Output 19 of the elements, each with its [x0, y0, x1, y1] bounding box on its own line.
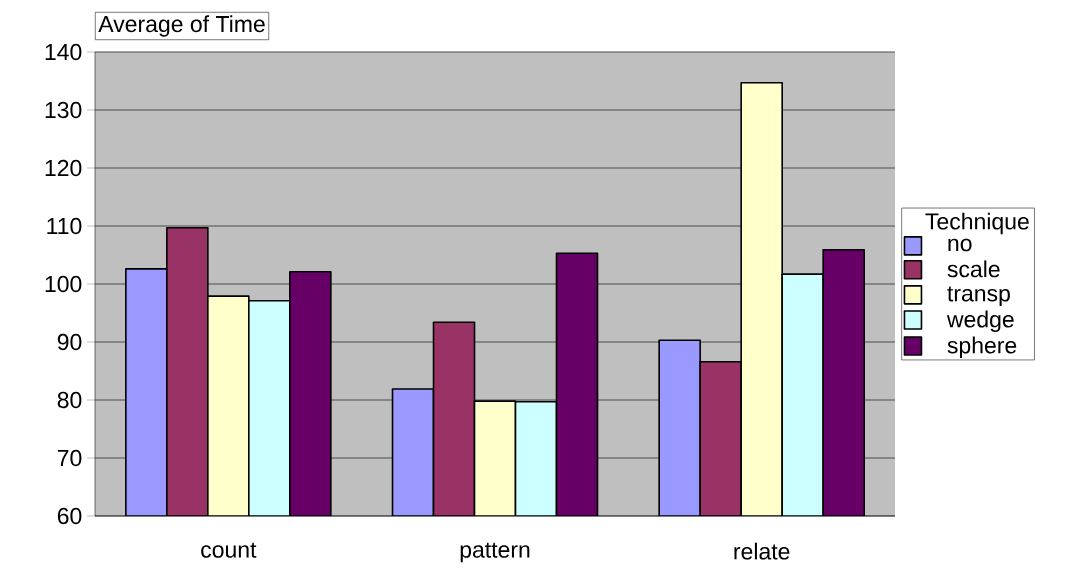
y-tick-label: 120: [45, 159, 82, 177]
y-tick-label: 60: [57, 507, 82, 525]
y-tick-label: 70: [57, 449, 82, 467]
y-tick-label: 80: [57, 391, 82, 409]
x-tick-label: relate: [734, 542, 790, 560]
y-tick-label: 90: [57, 333, 82, 351]
legend-label: transp: [947, 286, 1010, 307]
y-tick-label: 100: [45, 275, 82, 293]
legend-label: no: [948, 238, 972, 252]
y-tick-label: 130: [45, 101, 82, 119]
chart-title: Average of Time: [98, 15, 265, 37]
legend-label: sphere: [947, 336, 1017, 359]
legend-title: Technique: [925, 212, 1029, 235]
y-tick-label: 140: [45, 43, 82, 61]
x-tick-label: pattern: [460, 542, 530, 563]
y-tick-label: 110: [47, 217, 82, 235]
legend-label: wedge: [946, 310, 1014, 333]
legend-label: scale: [947, 260, 1000, 278]
x-tick-label: count: [201, 542, 257, 558]
